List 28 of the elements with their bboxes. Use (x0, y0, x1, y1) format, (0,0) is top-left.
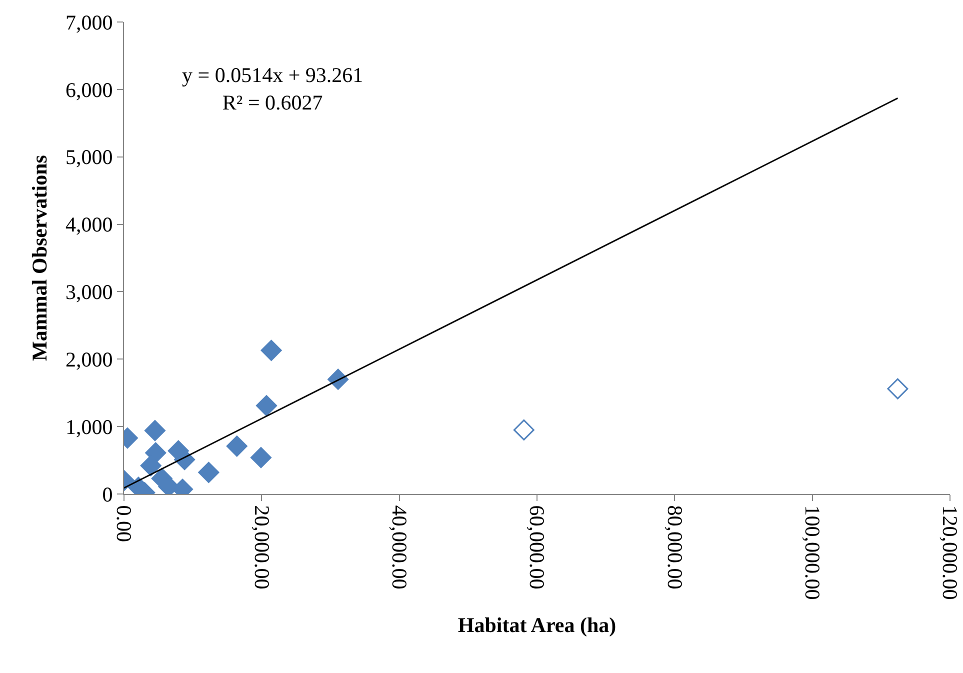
point (250, 447, 272, 468)
point (513, 419, 534, 440)
y-tick-label: 5,000 (66, 145, 113, 170)
x-tick-label: 40,000.00 (388, 505, 412, 590)
y-tick-label: 0 (102, 482, 113, 506)
point (887, 378, 908, 400)
y-tick-label: 4,000 (66, 212, 113, 237)
y-tick-label: 2,000 (66, 347, 113, 372)
y-tick-label: 3,000 (66, 280, 113, 304)
point (226, 436, 248, 457)
x-tick-label: 60,000.00 (525, 505, 550, 590)
x-axis-title: Habitat Area (ha) (458, 612, 616, 637)
point (198, 462, 220, 483)
point (144, 420, 166, 442)
point (260, 340, 282, 361)
y-axis-title: Mammal Observations (28, 155, 52, 361)
x-tick-label: 80,000.00 (662, 505, 687, 590)
x-tick-label: 120,000.00 (938, 505, 962, 600)
y-tick-label: 6,000 (66, 78, 113, 102)
point (256, 395, 277, 416)
y-tick-label: 7,000 (66, 10, 113, 34)
point (140, 455, 162, 476)
y-tick-label: 1,000 (66, 414, 113, 439)
point (145, 442, 166, 464)
x-tick-label: 100,000.00 (800, 505, 825, 600)
x-tick-label: 20,000.00 (250, 505, 274, 590)
annotation: y = 0.0514x + 93.261 R² = 0.6027 (182, 63, 364, 114)
x-tick-label: 0.00 (112, 505, 136, 542)
